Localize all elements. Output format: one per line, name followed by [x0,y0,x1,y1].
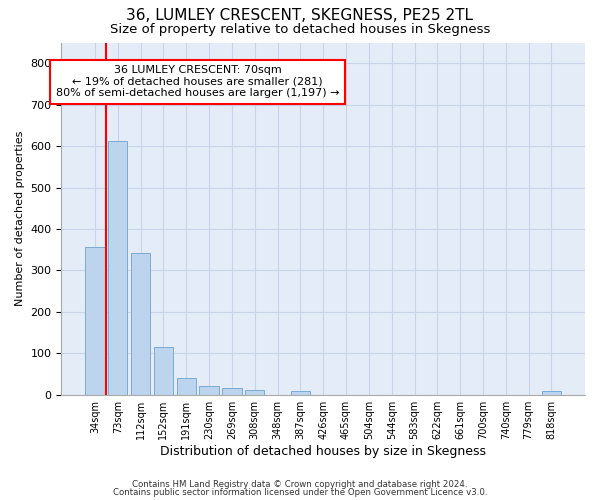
Text: 36 LUMLEY CRESCENT: 70sqm
← 19% of detached houses are smaller (281)
80% of semi: 36 LUMLEY CRESCENT: 70sqm ← 19% of detac… [56,66,340,98]
Bar [199,386,219,394]
X-axis label: Distribution of detached houses by size in Skegness: Distribution of detached houses by size … [160,444,486,458]
Bar [131,253,150,394]
Text: 36, LUMLEY CRESCENT, SKEGNESS, PE25 2TL: 36, LUMLEY CRESCENT, SKEGNESS, PE25 2TL [127,8,473,22]
Bar [245,390,265,394]
Bar [176,378,196,394]
Text: Contains public sector information licensed under the Open Government Licence v3: Contains public sector information licen… [113,488,487,497]
Bar [154,347,173,395]
Y-axis label: Number of detached properties: Number of detached properties [15,131,25,306]
Bar [542,392,561,394]
Bar [85,247,104,394]
Bar [222,388,242,394]
Bar [108,141,127,395]
Bar [290,391,310,394]
Text: Size of property relative to detached houses in Skegness: Size of property relative to detached ho… [110,22,490,36]
Text: Contains HM Land Registry data © Crown copyright and database right 2024.: Contains HM Land Registry data © Crown c… [132,480,468,489]
